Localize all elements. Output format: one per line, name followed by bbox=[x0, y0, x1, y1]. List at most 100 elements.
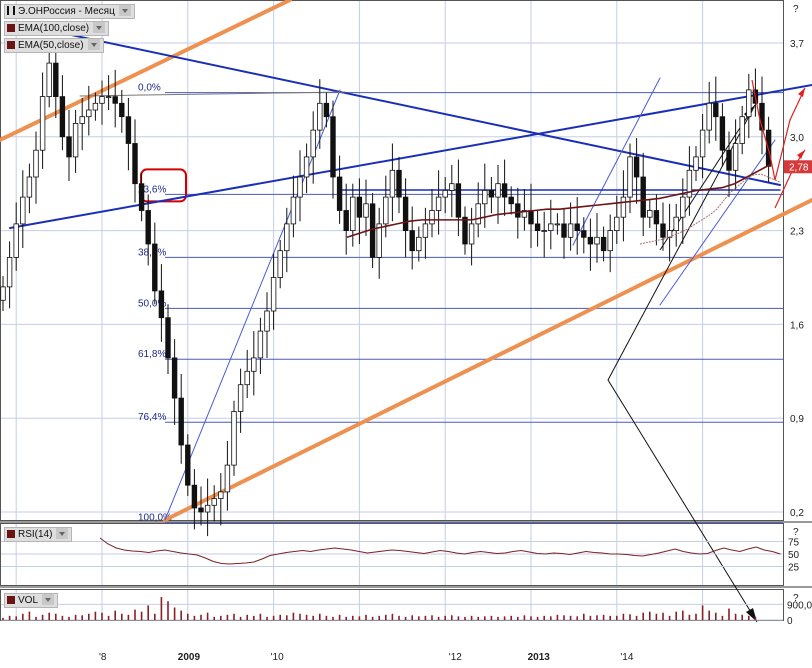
candle-up bbox=[389, 169, 396, 198]
candle-up bbox=[627, 156, 633, 198]
candle-down bbox=[119, 102, 125, 118]
red-path-line bbox=[774, 87, 806, 181]
price-pane-menu-icon[interactable]: ? bbox=[793, 4, 799, 15]
fib-level-label: 0,0% bbox=[138, 83, 161, 94]
candle-up bbox=[204, 504, 211, 513]
candle-up bbox=[449, 183, 455, 191]
candle-up bbox=[647, 210, 653, 218]
arrow-head-icon bbox=[746, 608, 757, 622]
candle-up bbox=[442, 189, 448, 198]
vol-pane-menu-icon[interactable]: ? bbox=[793, 593, 799, 604]
candle-up bbox=[0, 286, 6, 301]
rsi-label: RSI(14) bbox=[18, 529, 53, 540]
candle-up bbox=[680, 196, 686, 218]
candle-down bbox=[409, 230, 415, 252]
candle-icon bbox=[7, 6, 15, 15]
candle-down bbox=[396, 169, 402, 198]
last-price-tag bbox=[784, 160, 812, 174]
ema100-legend[interactable]: EMA(100,close) bbox=[4, 21, 110, 36]
x-tick-label: 2009 bbox=[178, 652, 201, 663]
candle-down bbox=[726, 149, 732, 171]
x-tick-label: 2013 bbox=[528, 652, 551, 663]
candle-up bbox=[33, 149, 39, 178]
candle-down bbox=[323, 102, 330, 118]
candle-down bbox=[587, 236, 594, 245]
candle-up bbox=[257, 330, 264, 359]
candle-up bbox=[297, 176, 303, 198]
candle-down bbox=[343, 210, 349, 232]
candle-up bbox=[218, 491, 224, 499]
candle-up bbox=[86, 109, 92, 118]
candle-up bbox=[739, 116, 745, 144]
rsi-line bbox=[99, 537, 781, 565]
arrow-head-icon bbox=[798, 88, 805, 97]
candle-up bbox=[237, 384, 244, 412]
candle-down bbox=[653, 210, 660, 225]
candle-up bbox=[416, 236, 422, 252]
candle-down bbox=[402, 196, 409, 232]
chevron-down-icon[interactable] bbox=[87, 39, 100, 50]
pane-splitter bbox=[0, 586, 812, 588]
candle-up bbox=[541, 230, 547, 233]
ema50-swatch-icon bbox=[7, 41, 15, 49]
x-tick-label: '10 bbox=[271, 652, 284, 663]
ema100-label: EMA(100,close) bbox=[18, 23, 90, 34]
candle-up bbox=[317, 102, 323, 131]
chevron-down-icon[interactable] bbox=[56, 528, 69, 539]
ema50-legend[interactable]: EMA(50,close) bbox=[4, 38, 104, 53]
candle-down bbox=[112, 96, 118, 104]
candle-up bbox=[666, 230, 673, 238]
candle-up bbox=[376, 223, 382, 258]
candle-down bbox=[640, 176, 646, 218]
candle-up bbox=[482, 189, 488, 205]
candle-up bbox=[350, 196, 356, 232]
chevron-down-icon[interactable] bbox=[93, 22, 106, 33]
candle-down bbox=[561, 223, 567, 238]
candle-up bbox=[224, 464, 231, 493]
candle-up bbox=[548, 223, 554, 231]
candle-up bbox=[693, 156, 699, 171]
candle-down bbox=[462, 216, 468, 245]
level-line bbox=[79, 91, 346, 97]
candle-up bbox=[495, 183, 501, 198]
red-path-line bbox=[751, 79, 776, 181]
candle-down bbox=[66, 136, 72, 158]
rsi-legend[interactable]: RSI(14) bbox=[4, 527, 73, 542]
candle-up bbox=[284, 223, 290, 252]
last-price-label: 2,78 bbox=[789, 162, 809, 173]
fan-line bbox=[659, 139, 776, 306]
candle-up bbox=[567, 223, 574, 238]
candle-up bbox=[105, 96, 112, 98]
candle-up bbox=[244, 370, 250, 386]
candle-down bbox=[178, 397, 184, 446]
rsi-tick-label: 50 bbox=[788, 550, 800, 561]
candle-up bbox=[13, 223, 19, 258]
chevron-down-icon[interactable] bbox=[118, 5, 131, 16]
candle-up bbox=[39, 96, 46, 151]
rsi-pane-menu-icon[interactable]: ? bbox=[793, 527, 799, 538]
x-tick-label: '14 bbox=[620, 652, 633, 663]
candle-up bbox=[270, 277, 277, 312]
main-legend[interactable]: Э.ОНРоссия - Месяц bbox=[4, 4, 135, 19]
candle-down bbox=[534, 223, 541, 231]
chevron-down-icon[interactable] bbox=[42, 594, 55, 605]
pane-splitter bbox=[0, 521, 812, 523]
candle-up bbox=[435, 196, 442, 211]
candle-down bbox=[455, 183, 462, 218]
candle-up bbox=[72, 123, 79, 158]
fib-level-label: 61,8% bbox=[138, 349, 166, 360]
vol-legend[interactable]: VOL bbox=[4, 593, 59, 608]
price-pane bbox=[0, 0, 784, 521]
candle-up bbox=[92, 102, 99, 111]
trendline-falling bbox=[9, 21, 781, 186]
y-tick-label: 3,0 bbox=[790, 133, 804, 144]
candle-up bbox=[310, 129, 316, 158]
ema50-label: EMA(50,close) bbox=[18, 40, 84, 51]
candle-up bbox=[607, 230, 613, 252]
main-title: Э.ОНРоссия - Месяц bbox=[18, 6, 115, 17]
candle-down bbox=[152, 243, 158, 292]
y-tick-label: 2,3 bbox=[790, 227, 804, 238]
rsi-tick-label: 25 bbox=[788, 563, 800, 574]
candle-down bbox=[600, 236, 607, 252]
